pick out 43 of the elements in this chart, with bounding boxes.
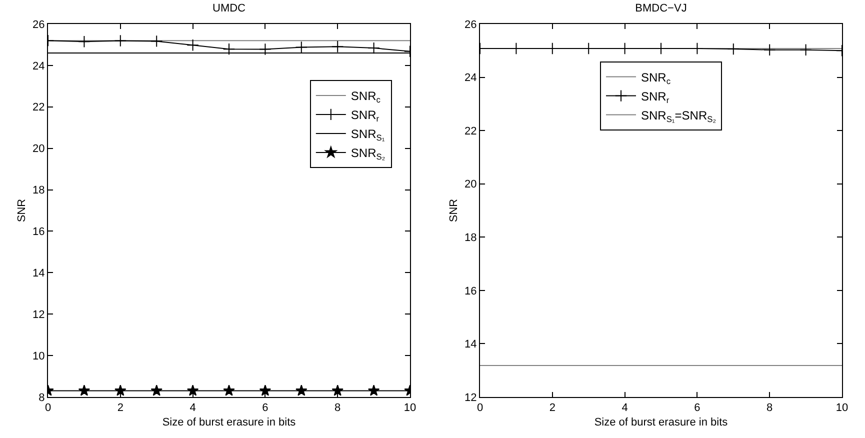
chart-title: UMDC xyxy=(212,2,246,15)
x-tick-label: 2 xyxy=(117,402,124,414)
y-tick-label: 8 xyxy=(38,392,45,404)
legend-label: SNR$_{S₁}$ xyxy=(350,127,385,143)
y-tick-label: 20 xyxy=(464,178,477,191)
y-tick-label: 12 xyxy=(464,392,477,404)
legend-label: SNR$_{r}$ xyxy=(350,108,380,124)
x-tick-label: 4 xyxy=(622,402,628,414)
y-tick-label: 14 xyxy=(464,338,477,351)
legend-label: SNR$_{r}$ xyxy=(641,89,670,105)
x-tick-label: 0 xyxy=(44,402,52,414)
y-axis-title: SNR xyxy=(448,198,460,222)
x-tick-label: 4 xyxy=(190,402,196,414)
y-tick-label: 24 xyxy=(464,72,477,84)
y-tick-label: 12 xyxy=(32,308,45,321)
x-tick-label: 6 xyxy=(262,402,268,414)
y-tick-label: 14 xyxy=(32,268,45,280)
x-tick-label: 10 xyxy=(404,402,416,414)
y-tick-label: 24 xyxy=(32,60,45,72)
y-tick-label: 26 xyxy=(32,18,45,31)
y-tick-label: 26 xyxy=(464,18,477,31)
x-tick-label: 10 xyxy=(836,402,848,414)
y-tick-label: 18 xyxy=(464,232,477,244)
legend-label: SNR$_{S₂}$ xyxy=(350,146,386,162)
x-tick-label: 6 xyxy=(694,402,700,414)
y-tick-label: 16 xyxy=(32,226,45,238)
y-tick-label: 10 xyxy=(32,350,45,362)
y-tick-label: 22 xyxy=(464,125,477,138)
y-axis-title: SNR xyxy=(16,198,28,222)
x-tick-label: 8 xyxy=(766,402,773,414)
legend-label: SNR$_{S₁}$=SNR$_{S₂}$ xyxy=(641,108,716,124)
y-tick-label: 22 xyxy=(32,102,45,114)
x-axis-title: Size of burst erasure in bits xyxy=(594,416,728,428)
chart-title: BMDC−VJ xyxy=(635,2,687,15)
y-tick-label: 20 xyxy=(32,143,45,156)
x-tick-label: 0 xyxy=(476,402,484,414)
x-axis-title: Size of burst erasure in bits xyxy=(162,416,296,428)
x-tick-label: 8 xyxy=(334,402,341,414)
y-tick-label: 18 xyxy=(32,184,45,197)
x-tick-label: 2 xyxy=(549,402,556,414)
legend-label: SNR$_{c}$ xyxy=(641,70,671,86)
legend-label: SNR$_{c}$ xyxy=(350,89,380,105)
y-tick-label: 16 xyxy=(464,285,477,298)
